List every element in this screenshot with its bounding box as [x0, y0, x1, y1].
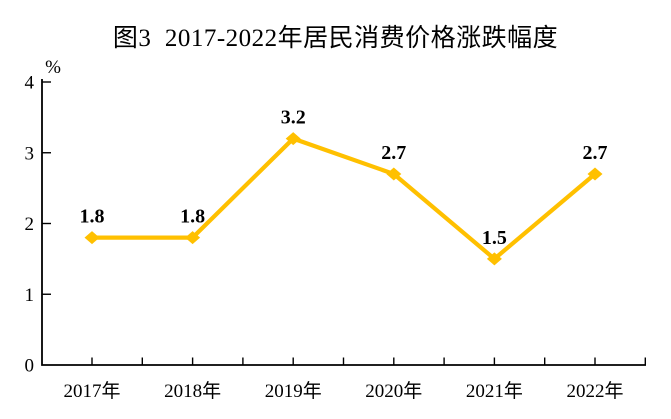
data-point-label: 3.2 [281, 107, 306, 129]
chart-title: 图3 2017-2022年居民消费价格涨跌幅度 [112, 25, 559, 52]
data-point-label: 2.7 [381, 142, 406, 164]
x-axis-label: 2017年 [63, 380, 120, 402]
x-axis-label: 2020年 [365, 380, 422, 402]
data-line [92, 136, 597, 262]
y-axis-tick-label: 1 [25, 285, 35, 306]
x-axis-label: 2018年 [164, 380, 221, 402]
y-axis-tick-label: 2 [25, 214, 35, 235]
axis-lines [41, 79, 646, 366]
y-axis-tick-label: 3 [25, 143, 35, 164]
data-point-marker [486, 252, 502, 266]
data-point-marker [587, 167, 603, 181]
data-point-marker [84, 231, 100, 245]
x-axis-label: 2021年 [466, 380, 523, 402]
x-axis-label: 2019年 [265, 380, 322, 402]
y-axis-tick-label: 0 [25, 356, 35, 377]
data-point-label: 1.8 [80, 206, 105, 228]
data-point-marker [285, 132, 301, 146]
x-axis-label: 2022年 [566, 380, 623, 402]
data-point-label: 1.5 [482, 227, 507, 249]
y-axis-tick-label: 4 [25, 73, 35, 94]
y-axis-unit-label: % [45, 57, 61, 78]
data-point-marker [386, 167, 402, 181]
data-point-label: 2.7 [583, 142, 608, 164]
data-point-label: 1.8 [180, 206, 205, 228]
data-point-marker [185, 231, 201, 245]
